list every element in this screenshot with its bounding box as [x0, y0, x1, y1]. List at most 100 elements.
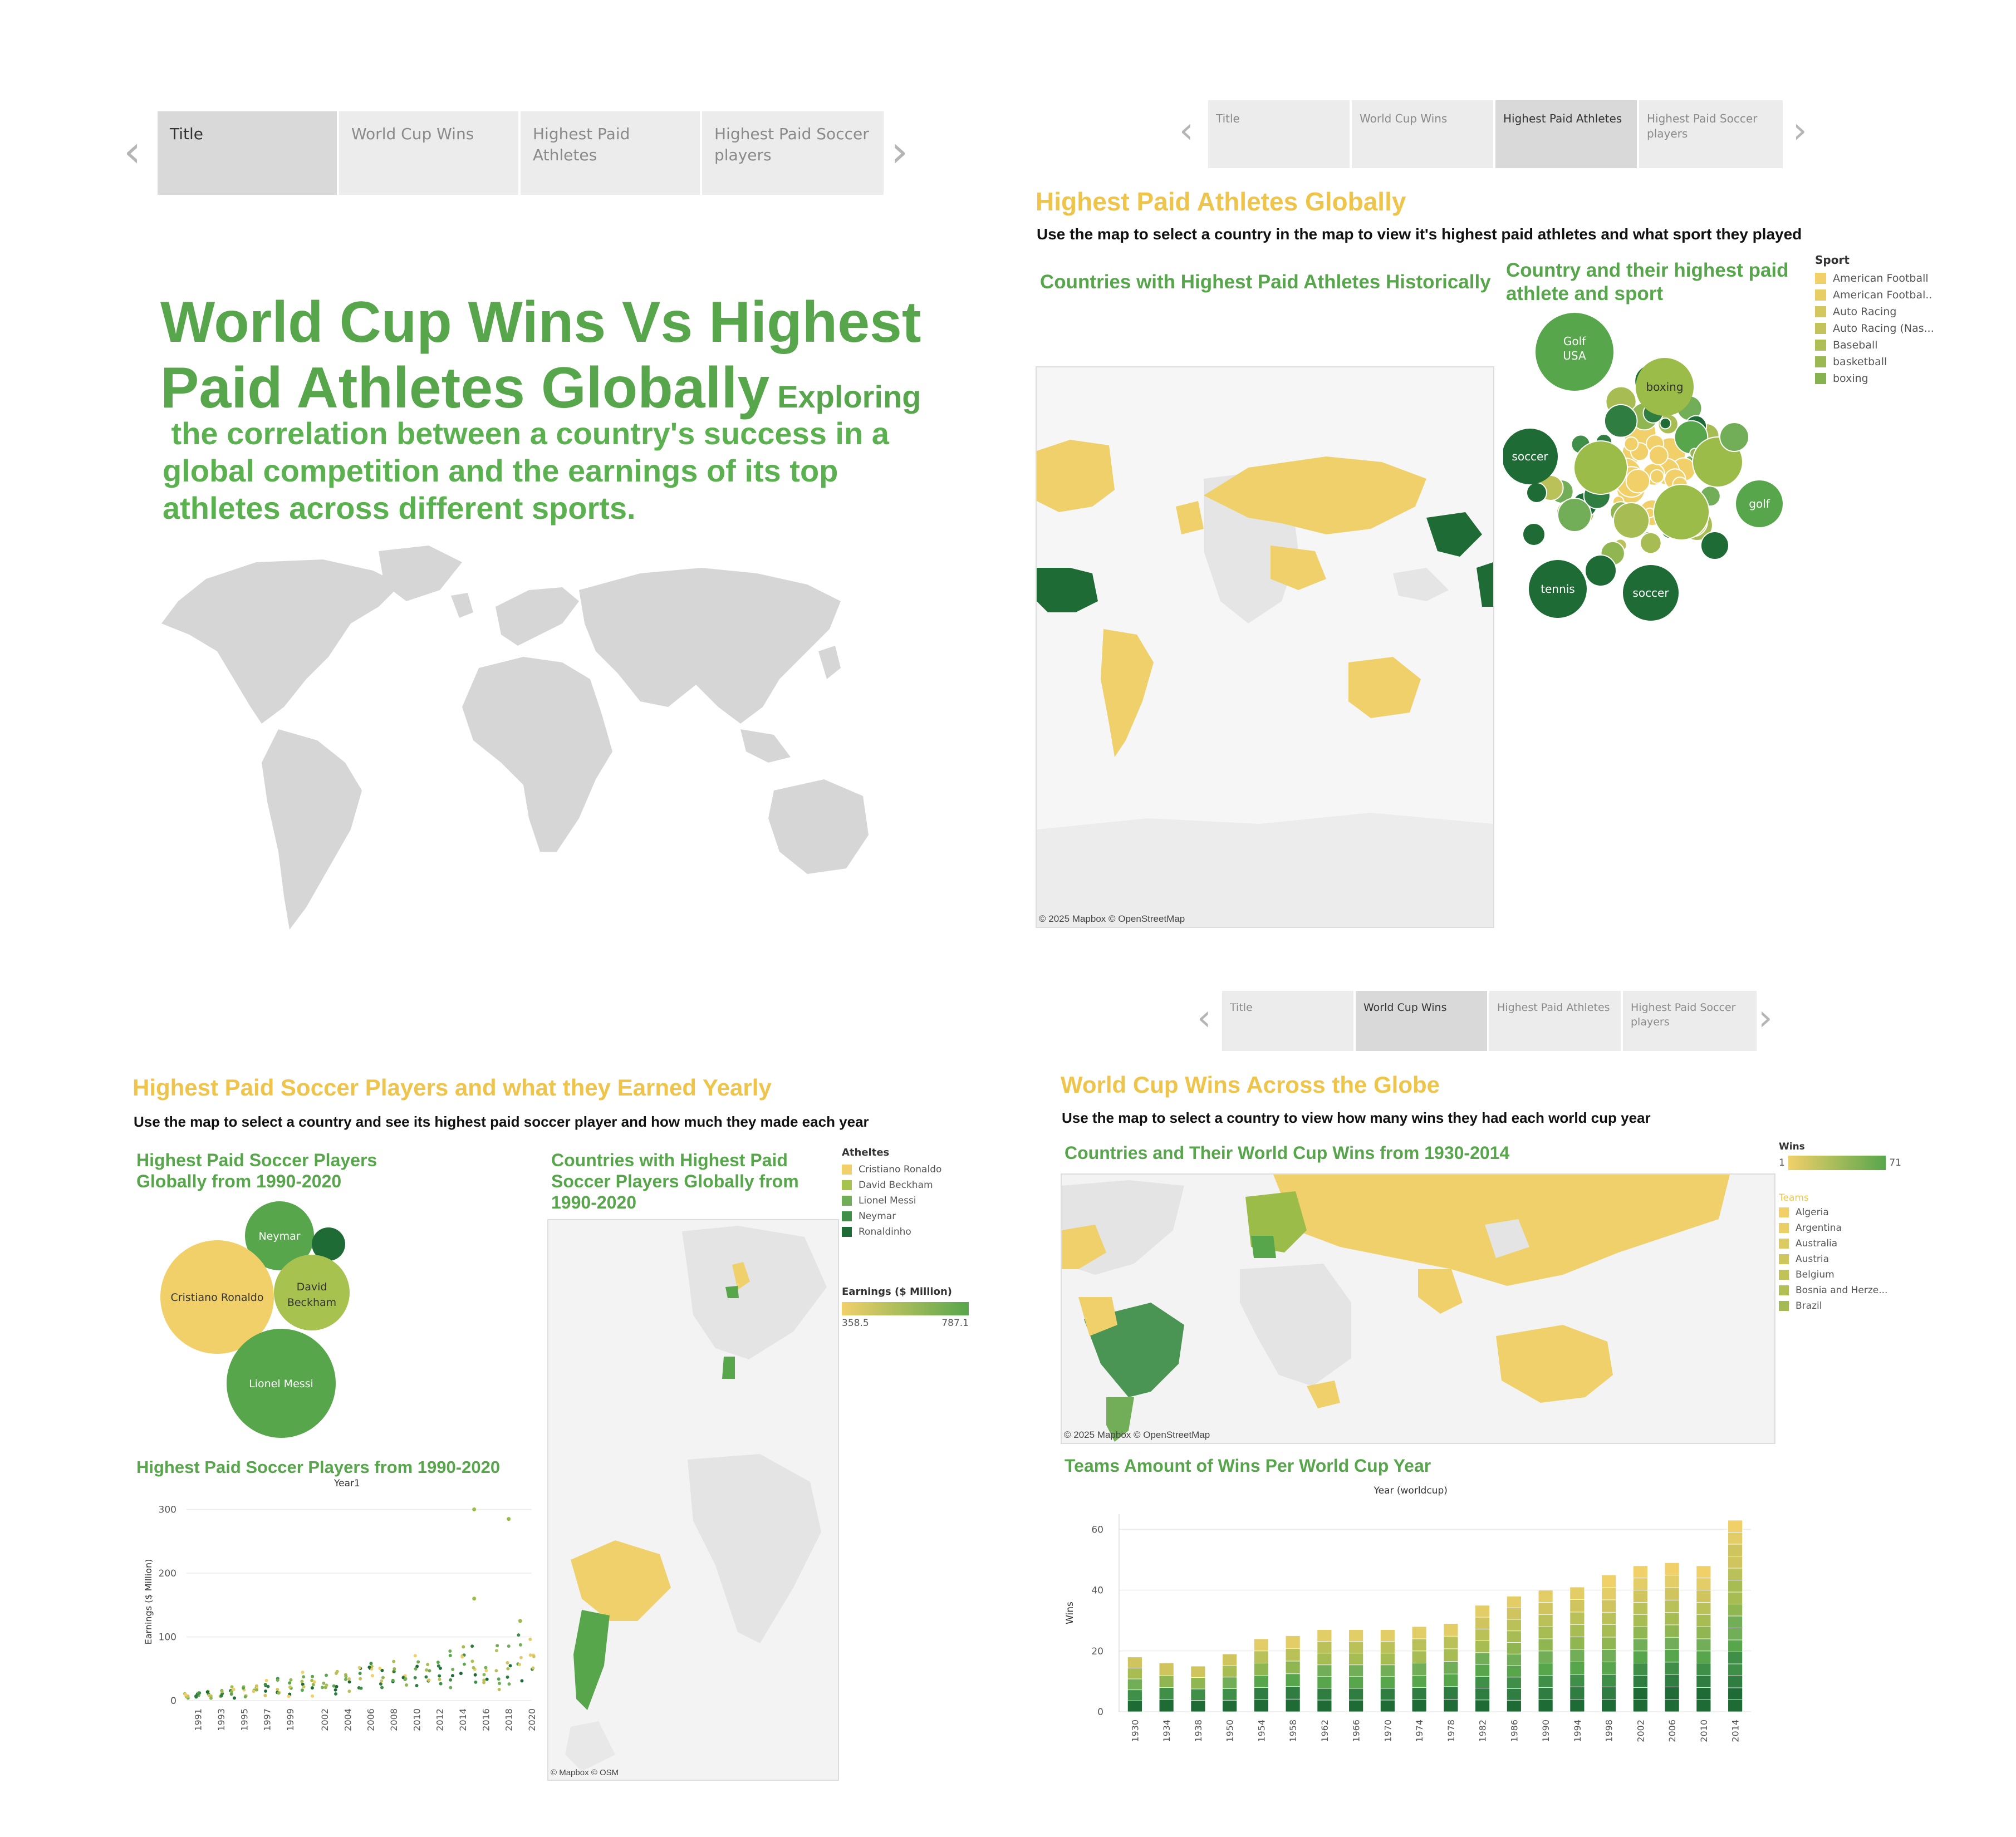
scatter-point[interactable]: [427, 1678, 430, 1682]
scatter-point[interactable]: [335, 1685, 338, 1688]
scatter-point[interactable]: [428, 1669, 431, 1672]
bar-segment[interactable]: [1380, 1677, 1395, 1688]
bubble-small[interactable]: [1660, 418, 1671, 429]
scatter-point[interactable]: [484, 1666, 487, 1669]
bar-segment[interactable]: [1665, 1600, 1679, 1612]
bar-segment[interactable]: [1570, 1624, 1585, 1637]
scatter-point[interactable]: [426, 1663, 429, 1666]
bar-segment[interactable]: [1633, 1590, 1647, 1603]
bar-segment[interactable]: [1317, 1630, 1332, 1642]
scatter-point[interactable]: [312, 1683, 315, 1686]
bar-segment[interactable]: [1696, 1651, 1711, 1663]
scatter-point[interactable]: [381, 1676, 385, 1679]
next-arrow-icon[interactable]: ›: [1758, 998, 1773, 1039]
bar-segment[interactable]: [1317, 1688, 1332, 1700]
scatter-point[interactable]: [287, 1694, 291, 1698]
bar-segment[interactable]: [1286, 1635, 1300, 1648]
scatter-point[interactable]: [495, 1649, 498, 1652]
scatter-point[interactable]: [264, 1683, 267, 1686]
bar-segment[interactable]: [1507, 1688, 1521, 1700]
bar-segment[interactable]: [1728, 1700, 1743, 1712]
bar-segment[interactable]: [1507, 1666, 1521, 1677]
scatter-point[interactable]: [311, 1686, 314, 1689]
scatter-point-outlier[interactable]: [518, 1619, 522, 1623]
bar-segment[interactable]: [1349, 1688, 1363, 1700]
bar-segment[interactable]: [1191, 1666, 1205, 1677]
scatter-point[interactable]: [485, 1678, 489, 1681]
scatter-point[interactable]: [448, 1649, 452, 1653]
bar-segment[interactable]: [1286, 1661, 1300, 1674]
bar-segment[interactable]: [1602, 1600, 1616, 1612]
scatter-point[interactable]: [359, 1677, 362, 1681]
bubble-small[interactable]: [1640, 533, 1661, 554]
bar-segment[interactable]: [1728, 1676, 1743, 1688]
bubble-medium[interactable]: [1654, 484, 1709, 540]
scatter-point[interactable]: [392, 1660, 395, 1663]
scatter-point[interactable]: [344, 1678, 347, 1681]
tab-highest-paid-athletes[interactable]: Highest Paid Athletes: [1495, 100, 1639, 168]
bar-segment[interactable]: [1665, 1563, 1679, 1575]
bar-segment[interactable]: [1507, 1654, 1521, 1666]
scatter-point[interactable]: [519, 1643, 522, 1647]
scatter-point[interactable]: [532, 1655, 536, 1658]
bar-segment[interactable]: [1444, 1661, 1458, 1674]
bar-2002[interactable]: [1633, 1566, 1647, 1712]
bar-segment[interactable]: [1444, 1649, 1458, 1662]
bar-segment[interactable]: [1223, 1688, 1237, 1700]
scatter-point[interactable]: [322, 1682, 325, 1685]
scatter-point[interactable]: [507, 1644, 511, 1648]
scatter-point[interactable]: [194, 1696, 198, 1699]
bar-1938[interactable]: [1191, 1666, 1205, 1712]
bar-segment[interactable]: [1507, 1700, 1521, 1712]
bar-segment[interactable]: [1570, 1599, 1585, 1612]
bar-segment[interactable]: [1223, 1700, 1237, 1712]
bar-segment[interactable]: [1665, 1649, 1679, 1662]
bar-segment[interactable]: [1538, 1700, 1553, 1712]
bar-segment[interactable]: [1349, 1653, 1363, 1665]
prev-arrow-icon[interactable]: ‹: [1179, 110, 1194, 151]
legend-item[interactable]: Cristiano Ronaldo: [842, 1164, 941, 1175]
bar-2010[interactable]: [1696, 1566, 1711, 1712]
scatter-point[interactable]: [359, 1672, 362, 1675]
scatter-point[interactable]: [415, 1684, 419, 1687]
bar-segment[interactable]: [1507, 1619, 1521, 1631]
bar-segment[interactable]: [1538, 1627, 1553, 1639]
scatter-point[interactable]: [472, 1666, 475, 1669]
legend-item[interactable]: Ronaldinho: [842, 1226, 941, 1237]
scatter-point[interactable]: [414, 1654, 417, 1657]
bar-segment[interactable]: [1254, 1675, 1268, 1687]
legend-item[interactable]: Austria: [1779, 1254, 1887, 1265]
bar-segment[interactable]: [1570, 1637, 1585, 1649]
scatter-point[interactable]: [506, 1676, 509, 1679]
bubble-medium[interactable]: [1558, 498, 1591, 532]
legend-item[interactable]: boxing: [1815, 372, 1934, 385]
bar-segment[interactable]: [1696, 1578, 1711, 1590]
bar-segment[interactable]: [1286, 1674, 1300, 1687]
scatter-point[interactable]: [230, 1692, 233, 1696]
athletes-map[interactable]: © 2025 Mapbox © OpenStreetMap: [1036, 366, 1494, 928]
bubble-medium[interactable]: [1523, 523, 1545, 546]
scatter-point[interactable]: [302, 1675, 305, 1678]
bar-1990[interactable]: [1538, 1590, 1553, 1712]
bar-segment[interactable]: [1696, 1627, 1711, 1639]
bubble-medium[interactable]: [1527, 483, 1547, 503]
bar-segment[interactable]: [1728, 1664, 1743, 1676]
tab-title[interactable]: Title: [1208, 100, 1352, 168]
bar-segment[interactable]: [1633, 1651, 1647, 1663]
bar-segment[interactable]: [1223, 1654, 1237, 1666]
bar-segment[interactable]: [1728, 1616, 1743, 1628]
scatter-point[interactable]: [518, 1663, 521, 1666]
scatter-point[interactable]: [483, 1673, 486, 1676]
bar-segment[interactable]: [1444, 1674, 1458, 1687]
bar-segment[interactable]: [1728, 1628, 1743, 1640]
scatter-point[interactable]: [462, 1645, 465, 1648]
bar-segment[interactable]: [1728, 1532, 1743, 1544]
scatter-point[interactable]: [311, 1694, 314, 1698]
bar-segment[interactable]: [1254, 1663, 1268, 1676]
legend-item[interactable]: Auto Racing: [1815, 306, 1934, 318]
scatter-point[interactable]: [380, 1679, 383, 1683]
legend-item[interactable]: Baseball: [1815, 339, 1934, 351]
scatter-point[interactable]: [425, 1668, 428, 1672]
bar-segment[interactable]: [1412, 1651, 1426, 1663]
bar-segment[interactable]: [1538, 1687, 1553, 1700]
